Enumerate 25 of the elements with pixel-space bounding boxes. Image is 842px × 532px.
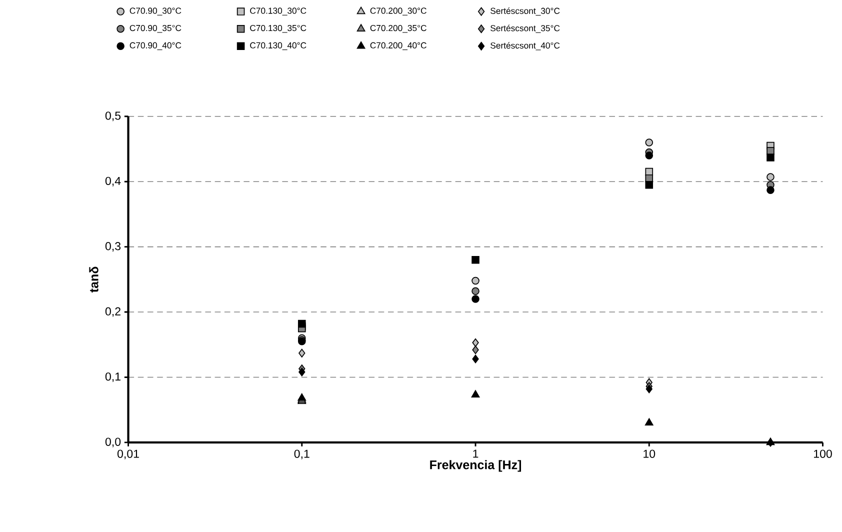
legend-label: C70.130_30°C bbox=[250, 8, 306, 16]
legend-label: C70.200_35°C bbox=[370, 24, 426, 33]
y-tick-label: 0,1 bbox=[105, 372, 120, 382]
legend-label: C70.90_40°C bbox=[130, 42, 182, 50]
x-tick-label: 100 bbox=[814, 450, 832, 458]
y-tick-label: 0,4 bbox=[105, 176, 121, 186]
y-tick-label: 0,3 bbox=[105, 242, 121, 252]
legend-label: Sertéscsont_30°C bbox=[490, 8, 560, 16]
x-tick-label: 10 bbox=[644, 450, 656, 458]
y-tick-label: 0,0 bbox=[105, 438, 121, 448]
legend-label: C70.90_35°C bbox=[130, 24, 182, 33]
x-axis-title: Frekvencia [Hz] bbox=[430, 460, 522, 472]
legend-label: Sertéscsont_35°C bbox=[490, 24, 560, 33]
y-axis-title: tanδ bbox=[89, 266, 98, 292]
y-tick-label: 0,5 bbox=[105, 112, 121, 122]
legend-label: C70.130_35°C bbox=[250, 24, 306, 33]
x-tick-label: 1 bbox=[473, 450, 478, 458]
legend-label: Sertéscsont_40°C bbox=[490, 42, 560, 50]
x-tick-label: 0,01 bbox=[117, 450, 139, 460]
legend-label: C70.200_30°C bbox=[370, 8, 426, 16]
x-tick-label: 0,1 bbox=[294, 450, 310, 460]
legend-label: C70.130_40°C bbox=[250, 42, 306, 50]
y-tick-label: 0,2 bbox=[105, 307, 120, 317]
legend-label: C70.90_30°C bbox=[130, 8, 182, 16]
legend-label: C70.200_40°C bbox=[370, 42, 426, 50]
